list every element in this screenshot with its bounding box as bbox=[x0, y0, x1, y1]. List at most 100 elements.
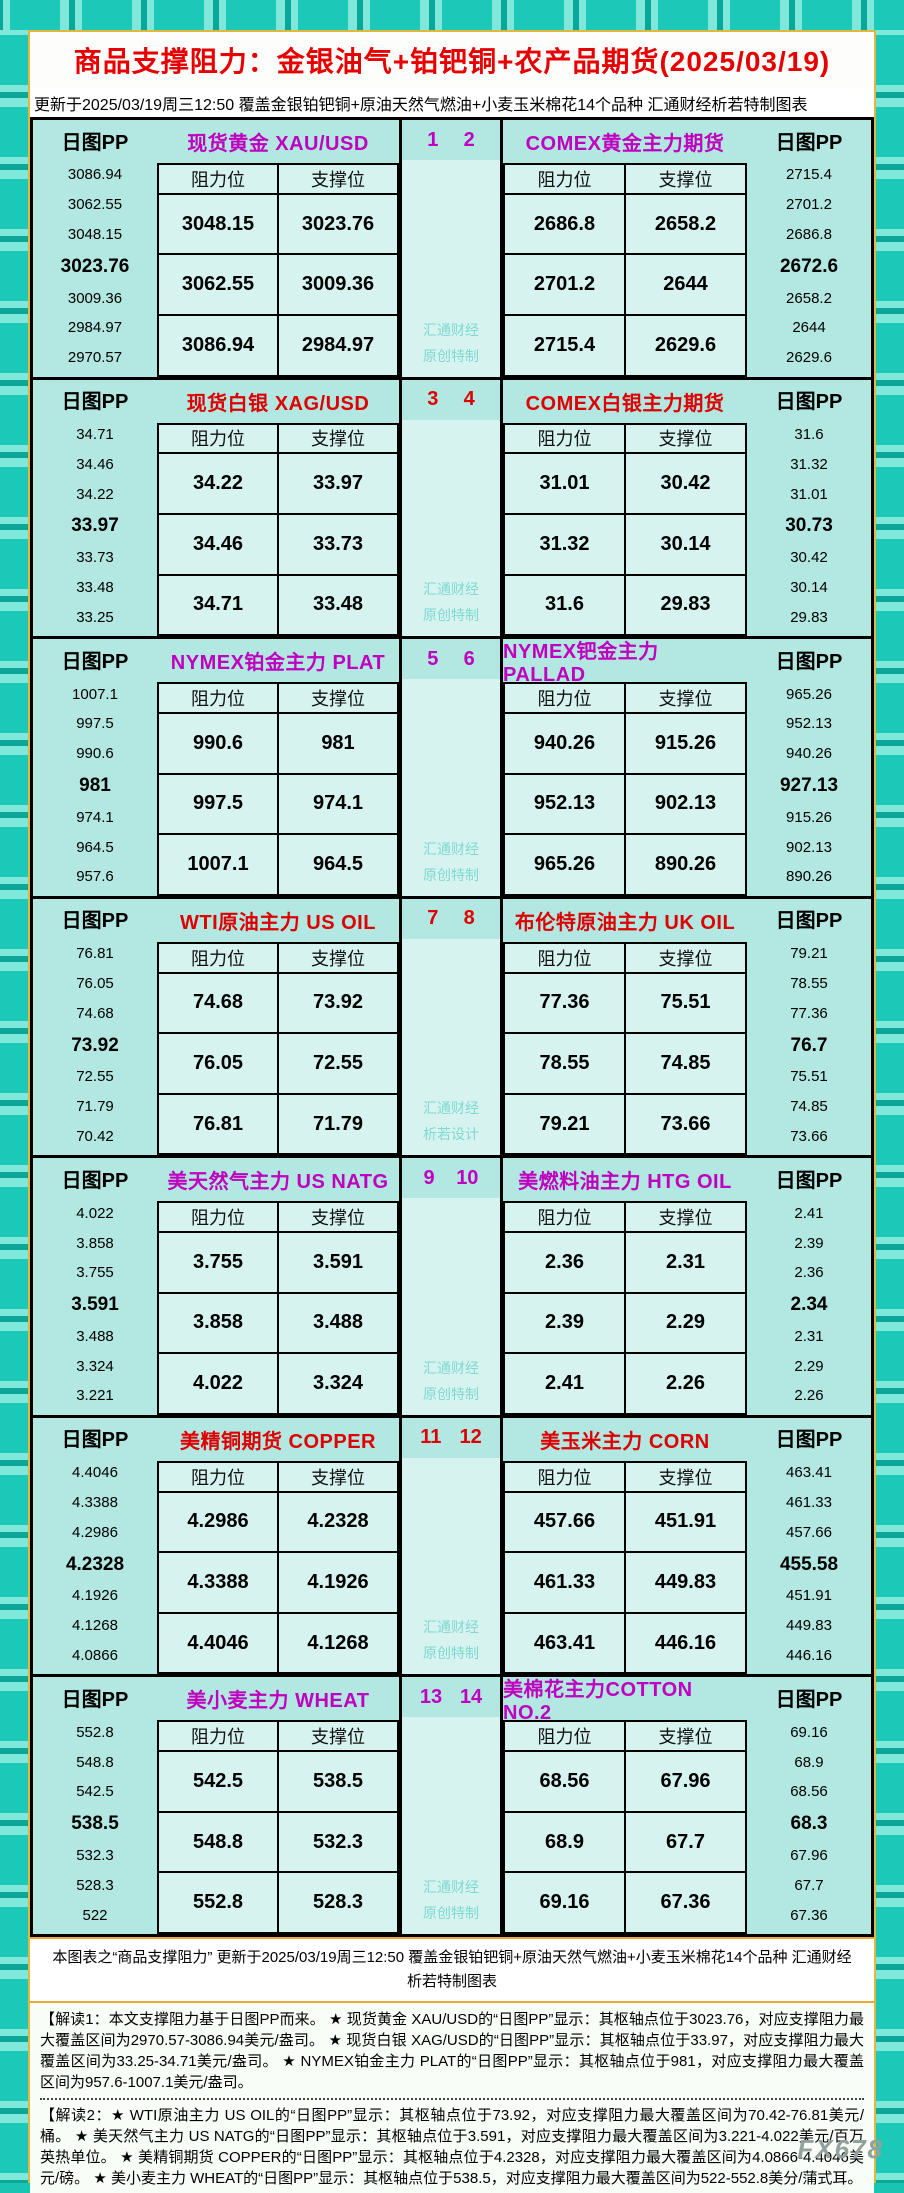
right-instrument: NYMEX钯金主力 PALLAD 阻力位 支撑位 940.26 915.26 9… bbox=[503, 639, 747, 896]
right-instrument-title: COMEX白银主力期货 bbox=[525, 392, 725, 415]
summary-line-2: 析若特制图表 bbox=[406, 1973, 497, 1990]
pp-value: 34.71 bbox=[76, 425, 114, 443]
pp-value: 2686.8 bbox=[786, 225, 832, 243]
pair-index-right: 12 bbox=[459, 1426, 482, 1449]
pp-value: 3.221 bbox=[76, 1387, 114, 1405]
note-paragraph-1: 【解读1：本文支撑阻力基于日图PP而来。 ★ 现货黄金 XAU/USD的“日图P… bbox=[40, 2011, 864, 2091]
resistance-1: 4.2986 bbox=[157, 1490, 279, 1554]
right-pp-column: 日图PP 31.6 31.32 31.01 30.73 30.42 30.14 … bbox=[747, 380, 871, 637]
pp-value: 4.022 bbox=[76, 1204, 114, 1222]
support-header: 支撑位 bbox=[277, 422, 399, 455]
left-pp-header: 日图PP bbox=[61, 391, 129, 414]
pp-pivot-value: 455.58 bbox=[779, 1553, 839, 1575]
left-levels-table: 阻力位 支撑位 3.755 3.591 3.858 3.488 4.022 3.… bbox=[157, 1201, 399, 1415]
support-1: 73.92 bbox=[277, 971, 399, 1035]
pp-value: 67.96 bbox=[790, 1847, 828, 1865]
pp-value: 552.8 bbox=[76, 1723, 114, 1741]
pp-value: 2.31 bbox=[794, 1327, 824, 1345]
pair-index-left: 5 bbox=[427, 647, 439, 670]
right-pp-column: 日图PP 79.21 78.55 77.36 76.7 75.51 74.85 … bbox=[747, 899, 871, 1156]
center-column: 9 10 汇通财经 原创特制 bbox=[399, 1158, 503, 1415]
pp-value: 965.26 bbox=[786, 685, 832, 703]
resistance-1: 68.56 bbox=[503, 1750, 626, 1813]
left-pp-values: 76.81 76.05 74.68 73.92 72.55 71.79 70.4… bbox=[33, 939, 157, 1156]
brand-watermark: 汇通财经 原创特制 bbox=[402, 1355, 500, 1415]
brand-watermark-line-2: 析若设计 bbox=[423, 1126, 479, 1143]
left-pp-column: 日图PP 34.71 34.46 34.22 33.97 33.73 33.48… bbox=[33, 380, 157, 637]
resistance-3: 965.26 bbox=[503, 833, 626, 896]
support-3: 528.3 bbox=[277, 1871, 399, 1935]
pp-value: 33.73 bbox=[76, 549, 114, 567]
resistance-3: 76.81 bbox=[157, 1092, 279, 1156]
support-header: 支撑位 bbox=[277, 682, 399, 714]
brand-watermark-line-1: 汇通财经 bbox=[423, 1359, 479, 1376]
resistance-2: 2.39 bbox=[503, 1291, 626, 1355]
commodity-block: 日图PP 34.71 34.46 34.22 33.97 33.73 33.48… bbox=[33, 379, 871, 640]
support-2: 532.3 bbox=[277, 1810, 399, 1874]
pp-value: 29.83 bbox=[790, 608, 828, 626]
frame-left-tiles bbox=[0, 30, 28, 2183]
resistance-1: 542.5 bbox=[157, 1750, 279, 1813]
right-pp-header: 日图PP bbox=[775, 1169, 843, 1192]
pp-value: 4.2986 bbox=[72, 1523, 118, 1541]
resistance-header: 阻力位 bbox=[503, 163, 626, 195]
pp-value: 3.324 bbox=[76, 1357, 114, 1375]
right-levels-table: 阻力位 支撑位 457.66 451.91 461.33 449.83 463.… bbox=[503, 1460, 747, 1675]
resistance-2: 68.9 bbox=[503, 1810, 626, 1874]
support-2: 4.1926 bbox=[277, 1551, 399, 1614]
right-instrument-title: 布伦特原油主力 UK OIL bbox=[514, 911, 736, 934]
pp-value: 76.81 bbox=[76, 945, 114, 963]
support-3: 71.79 bbox=[277, 1092, 399, 1156]
resistance-3: 552.8 bbox=[157, 1871, 279, 1935]
left-levels-table: 阻力位 支撑位 542.5 538.5 548.8 532.3 552.8 52… bbox=[157, 1720, 399, 1935]
resistance-1: 31.01 bbox=[503, 452, 626, 515]
pair-index-left: 13 bbox=[419, 1685, 443, 1708]
pp-value: 4.1926 bbox=[72, 1587, 118, 1605]
right-pp-values: 31.6 31.32 31.01 30.73 30.42 30.14 29.83 bbox=[747, 420, 871, 637]
left-pp-column: 日图PP 3086.94 3062.55 3048.15 3023.76 300… bbox=[33, 120, 157, 377]
support-3: 4.1268 bbox=[277, 1611, 399, 1675]
support-1: 2.31 bbox=[624, 1231, 747, 1294]
resistance-2: 78.55 bbox=[503, 1032, 626, 1095]
right-pp-header: 日图PP bbox=[775, 910, 843, 933]
right-instrument: 美燃料油主力 HTG OIL 阻力位 支撑位 2.36 2.31 2.39 2.… bbox=[503, 1158, 747, 1415]
pp-value: 68.56 bbox=[790, 1783, 828, 1801]
resistance-header: 阻力位 bbox=[157, 1460, 279, 1493]
support-1: 451.91 bbox=[624, 1490, 747, 1554]
commodity-block: 日图PP 552.8 548.8 542.5 538.5 532.3 528.3… bbox=[33, 1677, 871, 1935]
pp-value: 72.55 bbox=[76, 1068, 114, 1086]
left-instrument-title: 美精铜期货 COPPER bbox=[179, 1430, 377, 1453]
pp-value: 964.5 bbox=[76, 838, 114, 856]
support-2: 974.1 bbox=[277, 772, 399, 836]
resistance-1: 3048.15 bbox=[157, 192, 279, 256]
pair-index: 9 10 bbox=[402, 1158, 500, 1198]
right-levels-table: 阻力位 支撑位 2.36 2.31 2.39 2.29 2.41 2.26 bbox=[503, 1201, 747, 1415]
support-2: 72.55 bbox=[277, 1032, 399, 1095]
pair-index: 11 12 bbox=[402, 1418, 500, 1458]
pp-value: 463.41 bbox=[786, 1464, 832, 1482]
pp-value: 542.5 bbox=[76, 1783, 114, 1801]
support-2: 2644 bbox=[624, 253, 747, 316]
support-1: 3023.76 bbox=[277, 192, 399, 256]
right-pp-values: 79.21 78.55 77.36 76.7 75.51 74.85 73.66 bbox=[747, 939, 871, 1156]
commodity-block: 日图PP 3086.94 3062.55 3048.15 3023.76 300… bbox=[33, 120, 871, 380]
pp-value: 915.26 bbox=[786, 808, 832, 826]
support-2: 74.85 bbox=[624, 1032, 747, 1095]
support-header: 支撑位 bbox=[277, 1460, 399, 1493]
pp-value: 451.91 bbox=[786, 1587, 832, 1605]
resistance-2: 31.32 bbox=[503, 512, 626, 576]
resistance-2: 3.858 bbox=[157, 1291, 279, 1355]
brand-watermark-line-2: 原创特制 bbox=[423, 1905, 479, 1922]
resistance-header: 阻力位 bbox=[157, 941, 279, 974]
pp-value: 30.42 bbox=[790, 549, 828, 567]
pp-pivot-value: 3023.76 bbox=[60, 255, 130, 277]
right-pp-values: 2715.4 2701.2 2686.8 2672.6 2658.2 2644 … bbox=[747, 160, 871, 377]
left-instrument-title: 现货白银 XAG/USD bbox=[186, 392, 370, 415]
pp-pivot-value: 538.5 bbox=[71, 1813, 119, 1835]
support-2: 67.7 bbox=[624, 1810, 747, 1874]
pp-value: 4.3388 bbox=[72, 1494, 118, 1512]
support-1: 75.51 bbox=[624, 971, 747, 1035]
support-3: 33.48 bbox=[277, 573, 399, 637]
right-pp-header: 日图PP bbox=[775, 1688, 843, 1711]
brand-watermark: 汇通财经 原创特制 bbox=[402, 836, 500, 896]
